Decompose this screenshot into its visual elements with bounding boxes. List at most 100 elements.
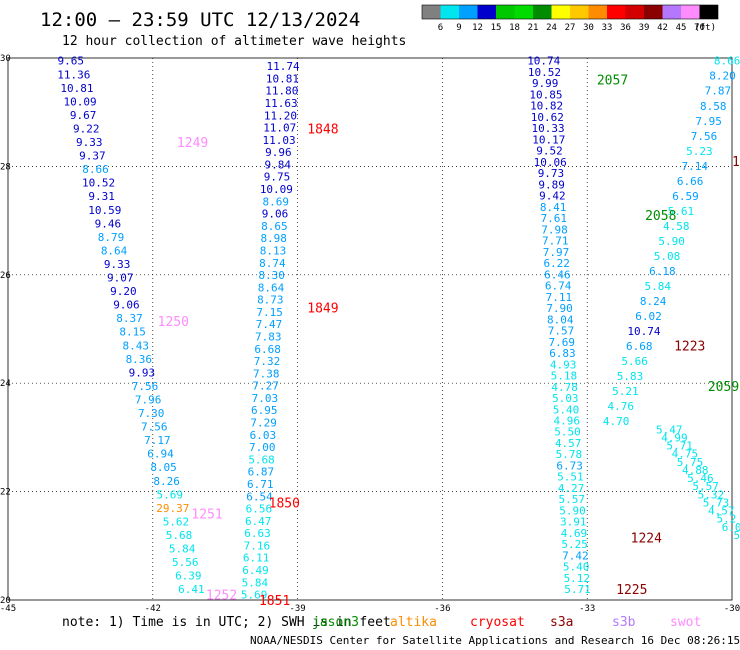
- legend-swatch: [551, 5, 570, 19]
- legend-threshold-label: 24: [546, 23, 557, 33]
- wave-height-value: 10.09: [63, 95, 96, 108]
- wave-height-value: 9.20: [110, 285, 137, 298]
- satellite-name-jason3: jason3: [312, 615, 359, 630]
- pass-number-label: 2058: [645, 209, 676, 224]
- legend-swatch: [625, 5, 644, 19]
- wave-height-value: 5.03: [552, 392, 579, 405]
- wave-height-value: 5.69: [241, 589, 268, 602]
- satellite-names: jason3 altika cryosat s3a s3b swot: [312, 615, 701, 630]
- wave-height-value: 9.96: [265, 146, 292, 159]
- wave-height-value: 5.69: [157, 488, 184, 501]
- legend-threshold-label: 70: [694, 23, 705, 33]
- wave-height-value: 5.47: [656, 423, 683, 436]
- legend-threshold-label: 12: [472, 23, 483, 33]
- wave-height-value: 7.56: [132, 380, 159, 393]
- satellite-name-swot: swot: [670, 615, 701, 630]
- wave-height-value: 4.69: [561, 527, 588, 540]
- wave-height-value: 11.74: [267, 60, 300, 73]
- wave-height-value: 7.98: [541, 223, 568, 236]
- y-tick-label: 24: [0, 379, 11, 389]
- wave-height-value: 6.68: [254, 343, 281, 356]
- wave-height-value: 9.07: [107, 272, 134, 285]
- y-tick-label: 30: [0, 54, 11, 64]
- wave-height-value: 5.66: [621, 355, 648, 368]
- satellite-name-s3b: s3b: [612, 615, 636, 630]
- wave-height-value: 7.87: [705, 85, 732, 98]
- legend-frame: [421, 4, 719, 20]
- legend-threshold-label: 15: [491, 23, 502, 33]
- wave-height-value: 8.26: [153, 475, 180, 488]
- wave-height-value: 9.84: [264, 158, 291, 171]
- wave-height-value: 9.06: [113, 299, 140, 312]
- pass-number-label: 1848: [307, 122, 338, 137]
- legend-threshold-label: 27: [565, 23, 576, 33]
- legend-swatch: [496, 5, 515, 19]
- wave-height-value: 8.05: [150, 461, 177, 474]
- wave-height-value: 10.52: [528, 66, 561, 79]
- wave-height-value: 5.75: [677, 456, 704, 469]
- wave-height-value: 8.73: [257, 294, 284, 307]
- pass-number-label: 2057: [597, 74, 628, 89]
- wave-height-value: 29.37: [156, 502, 189, 515]
- wave-height-value: 7.11: [546, 291, 573, 304]
- pass-number-label: 1224: [631, 532, 662, 547]
- pass-number-label: 122: [732, 155, 740, 170]
- wave-height-value: 9.73: [538, 167, 565, 180]
- wave-height-value: 10.06: [534, 156, 567, 169]
- wave-height-value: 5.78: [556, 448, 583, 461]
- wave-height-value: 8.98: [260, 232, 287, 245]
- wave-height-value: 8.74: [259, 257, 286, 270]
- wave-height-value: 10.17: [532, 133, 565, 146]
- wave-height-value: 11.07: [263, 122, 296, 135]
- wave-height-value: 5.51: [557, 471, 584, 484]
- wave-height-value: 6.03: [250, 429, 277, 442]
- wave-height-value: 9.33: [76, 136, 103, 149]
- plot-frame: [7, 57, 733, 601]
- pass-number-label: 1249: [177, 136, 208, 151]
- wave-height-value: 4.88: [682, 464, 709, 477]
- wave-height-value: 5.68: [166, 529, 193, 542]
- wave-height-value: 4.75: [672, 448, 699, 461]
- wave-height-value: 5.2: [716, 513, 736, 526]
- chart-axes: -45 -42 -39 -36 -33 -30 20 22 24 26 28 30: [0, 54, 740, 614]
- wave-height-value: 5.84: [645, 280, 672, 293]
- wave-height-value: 8.64: [258, 281, 285, 294]
- y-tick-label: 26: [0, 271, 11, 281]
- wave-height-value: 6.83: [549, 347, 576, 360]
- wave-height-value: 7.96: [135, 393, 162, 406]
- wave-height-value: 8.64: [101, 244, 128, 257]
- wave-height-value: 8.41: [540, 201, 567, 214]
- wave-height-value: 10.52: [82, 177, 115, 190]
- wave-height-value: 10.59: [88, 204, 121, 217]
- wave-height-value: 8.36: [126, 353, 153, 366]
- y-tick-label: 20: [0, 596, 11, 606]
- legend-swatch: [533, 5, 552, 19]
- wave-height-value: 8.20: [709, 70, 736, 83]
- wave-height-value: 7.90: [546, 302, 573, 315]
- legend-threshold-label: 33: [602, 23, 613, 33]
- wave-height-value: 4.70: [603, 415, 630, 428]
- wave-height-value: 6.22: [543, 257, 570, 270]
- wave-height-value: 6.02: [635, 310, 662, 323]
- legend-swatch: [514, 5, 533, 19]
- wave-height-value: 11.20: [264, 109, 297, 122]
- wave-height-value: 5.40: [563, 561, 590, 574]
- wave-height-value: 9.99: [532, 77, 559, 90]
- wave-height-value: 11.36: [57, 68, 90, 81]
- wave-height-value: 4.76: [608, 400, 635, 413]
- x-tick-label: -30: [724, 604, 740, 614]
- wave-height-value: 5.68: [248, 453, 275, 466]
- wave-height-value: 9.33: [104, 258, 131, 271]
- wave-height-value: 6.87: [248, 466, 275, 479]
- wave-height-value: 10.81: [266, 72, 299, 85]
- wave-height-value: 5.50: [554, 426, 581, 439]
- wave-height-value: 7.47: [256, 318, 283, 331]
- wave-height-value: 5.32: [698, 488, 725, 501]
- wave-height-value: 9.31: [88, 190, 115, 203]
- legend-threshold-label: 39: [639, 23, 650, 33]
- wave-height-value: 6.66: [677, 175, 704, 188]
- pass-number-label: 2059: [708, 380, 739, 395]
- wave-height-value: 5: [734, 529, 740, 542]
- wave-height-value: 7.30: [138, 407, 165, 420]
- footnote: note: 1) Time is in UTC; 2) SWH is in fe…: [62, 615, 391, 630]
